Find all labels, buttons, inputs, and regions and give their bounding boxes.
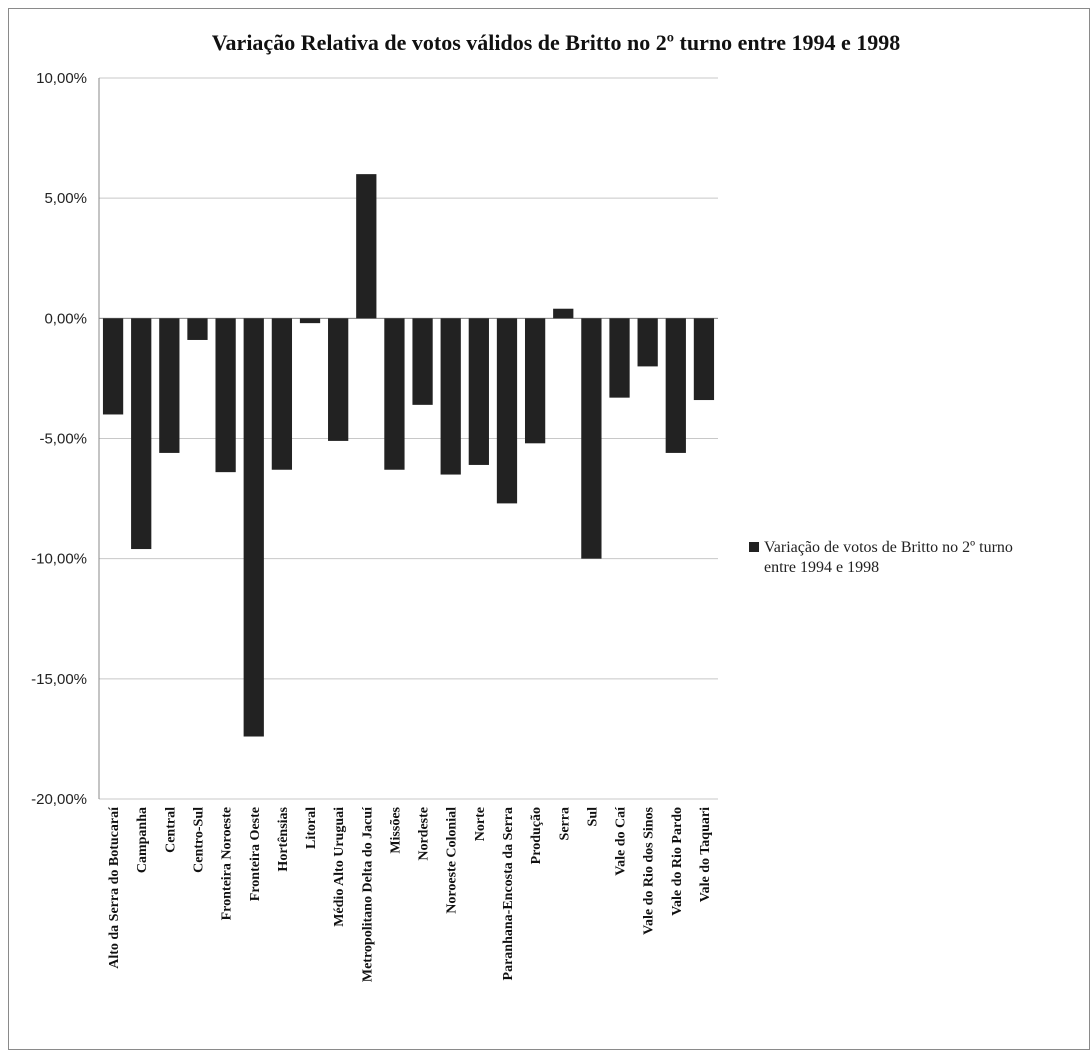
bar	[440, 318, 461, 475]
x-tick-label: Nordeste	[417, 807, 432, 861]
x-tick-label: Vale do Taquari	[698, 807, 713, 902]
y-tick-label: 10,00%	[36, 70, 87, 87]
bar	[243, 318, 264, 737]
y-tick-label: -20,00%	[31, 791, 87, 808]
x-tick-label: Metropolitano Delta do Jacuí	[360, 806, 375, 982]
bar	[609, 318, 630, 398]
bar	[159, 318, 180, 453]
chart-frame	[8, 8, 1090, 1050]
bar	[693, 318, 715, 401]
x-tick-label: Paranhana-Encosta da Serra	[501, 807, 516, 980]
x-tick-label: Campanha	[135, 807, 150, 873]
bar	[384, 318, 405, 470]
x-tick-label: Sul	[585, 807, 600, 827]
x-tick-label: Fronteira Noroeste	[220, 807, 235, 920]
bar	[328, 318, 349, 441]
x-tick-label: Serra	[557, 807, 572, 840]
x-tick-label: Centro-Sul	[191, 807, 206, 873]
bar	[412, 318, 433, 405]
x-tick-label: Vale do Caí	[614, 806, 629, 876]
bar	[637, 318, 658, 367]
bar	[131, 318, 152, 550]
x-axis-ticks: Alto da Serra do Botucaraí Campanha Centra…	[107, 806, 713, 982]
x-tick-label: Hortênsias	[276, 806, 291, 871]
x-tick-label: Alto da Serra do Botucaraí	[107, 806, 122, 969]
bar	[102, 318, 124, 415]
x-tick-label: Noroeste Colonial	[445, 807, 460, 914]
x-tick-label: Vale do Rio Pardo	[670, 807, 685, 916]
y-axis-ticks: 10,00% 5,00% 0,00% -5,00% -10,00% -15,00% -20,…	[31, 70, 87, 808]
x-tick-label: Norte	[473, 807, 488, 841]
legend: Variação de votos de Britto no 2º turno …	[749, 539, 1013, 576]
y-tick-label: 5,00%	[44, 190, 87, 207]
legend-swatch	[749, 542, 759, 552]
bar	[271, 318, 293, 470]
bar	[524, 318, 546, 444]
x-tick-label: Vale do Rio dos Sinos	[642, 806, 657, 934]
bar	[553, 308, 574, 319]
x-tick-label: Produção	[529, 807, 544, 864]
bar	[496, 318, 518, 504]
y-tick-label: -15,00%	[31, 671, 87, 688]
bar	[215, 318, 236, 473]
x-tick-label: Central	[163, 807, 178, 853]
chart-title: Variação Relativa de votos válidos de Br…	[212, 30, 901, 55]
bar	[581, 318, 602, 559]
bar	[299, 318, 321, 324]
x-tick-label: Litoral	[304, 807, 319, 849]
x-tick-label: Missões	[388, 806, 403, 853]
y-tick-label: 0,00%	[44, 310, 87, 327]
legend-line-2: entre 1994 e 1998	[764, 559, 879, 576]
bar	[665, 318, 686, 453]
bars	[102, 174, 715, 737]
legend-line-1: Variação de votos de Britto no 2º turno	[764, 539, 1013, 556]
x-tick-label: Médio Alto Uruguai	[332, 807, 347, 927]
bar	[468, 318, 489, 465]
bar	[356, 174, 377, 319]
y-tick-label: -5,00%	[39, 431, 87, 448]
x-tick-label: Fronteira Oeste	[248, 807, 263, 901]
y-tick-label: -10,00%	[31, 551, 87, 568]
bar	[187, 318, 208, 340]
gridlines	[98, 77, 718, 800]
